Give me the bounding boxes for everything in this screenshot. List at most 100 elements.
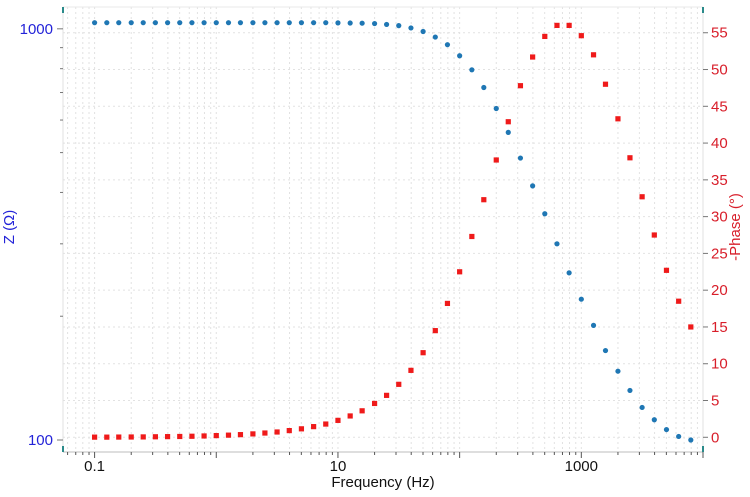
impedance-point [542,211,548,217]
phase-point [359,408,365,414]
impedance-point [493,105,499,112]
impedance-series [91,20,694,443]
impedance-point [396,23,402,29]
phase-point [481,197,487,203]
x-tick-label: 0.1 [84,458,105,475]
phase-point [396,381,402,387]
phase-point [627,155,633,161]
impedance-point [140,20,146,26]
right-tick-label: 35 [711,172,728,189]
right-tick-label: 45 [711,98,728,115]
phase-point [347,413,353,419]
x-axis-title: Frequency (Hz) [331,474,434,491]
impedance-point [286,20,292,26]
phase-point [676,298,682,304]
impedance-point [262,20,268,26]
phase-point [371,400,378,407]
phase-point [237,432,244,438]
impedance-point [359,20,365,26]
left-axis-ticks: 100 1000 [20,21,63,449]
impedance-point [298,20,305,26]
phase-point [274,429,280,435]
phase-point [457,269,463,275]
phase-point [91,434,98,440]
phase-point [201,433,207,439]
phase-point [177,433,183,440]
x-tick-label: 1000 [565,458,598,475]
x-axis-ticks: 0.1 10 1000 [67,452,704,475]
phase-point [335,417,341,423]
phase-point [542,33,548,40]
impedance-point [225,20,232,26]
right-tick-label: 0 [711,429,719,446]
impedance-point [420,28,426,35]
impedance-point [688,437,694,443]
impedance-point [444,42,451,48]
phase-point [517,83,524,89]
phase-point [493,157,499,163]
grid [63,7,704,452]
impedance-point [371,20,378,27]
impedance-point [505,129,511,135]
right-axis-title: -Phase (°) [727,193,744,261]
phase-point [663,267,670,273]
impedance-point [481,84,487,91]
impedance-point [347,20,353,26]
phase-point [590,52,597,58]
left-tick-label: 1000 [20,21,53,38]
right-tick-label: 55 [711,25,728,42]
phase-point [189,433,195,439]
impedance-point [237,20,244,26]
phase-point [554,22,560,28]
impedance-point [91,20,98,26]
impedance-point [639,404,645,411]
phase-point [164,434,171,440]
right-tick-label: 5 [711,393,719,410]
phase-point [298,426,305,432]
impedance-point [651,417,657,423]
impedance-point [213,20,219,26]
impedance-point [323,20,329,26]
phase-point [420,350,426,356]
phase-point [566,22,572,28]
phase-point [615,116,621,122]
impedance-point [627,387,633,394]
phase-point [104,434,110,440]
left-tick-label: 100 [28,432,53,449]
phase-point [128,434,134,440]
phase-series [91,22,694,440]
right-tick-label: 10 [711,356,728,373]
impedance-point [274,20,280,26]
right-axis-ticks: 0 5 10 15 20 25 30 35 40 45 50 55 [703,25,728,446]
phase-point [116,434,122,440]
impedance-point [432,34,438,40]
right-tick-label: 25 [711,245,728,262]
phase-point [408,367,414,373]
impedance-point [177,20,183,26]
phase-point [444,300,451,307]
phase-point [250,431,256,437]
phase-point [469,233,475,240]
impedance-point [335,20,341,26]
impedance-point [602,347,609,354]
x-tick-label: 10 [330,458,347,475]
impedance-point [311,20,317,26]
impedance-point [566,270,572,276]
phase-point [505,119,511,125]
phase-point [262,430,268,436]
impedance-point [457,53,463,59]
right-tick-label: 50 [711,62,728,79]
impedance-point [517,155,524,161]
impedance-point [383,21,390,28]
impedance-point [104,20,110,26]
phase-point [602,81,609,87]
phase-point [578,33,584,39]
left-axis-title: Z (Ω) [1,210,18,245]
plot-frame [62,6,704,453]
impedance-point [164,20,171,26]
impedance-point [615,368,621,374]
right-tick-label: 15 [711,319,728,336]
phase-point [639,194,645,200]
phase-point [688,324,694,330]
